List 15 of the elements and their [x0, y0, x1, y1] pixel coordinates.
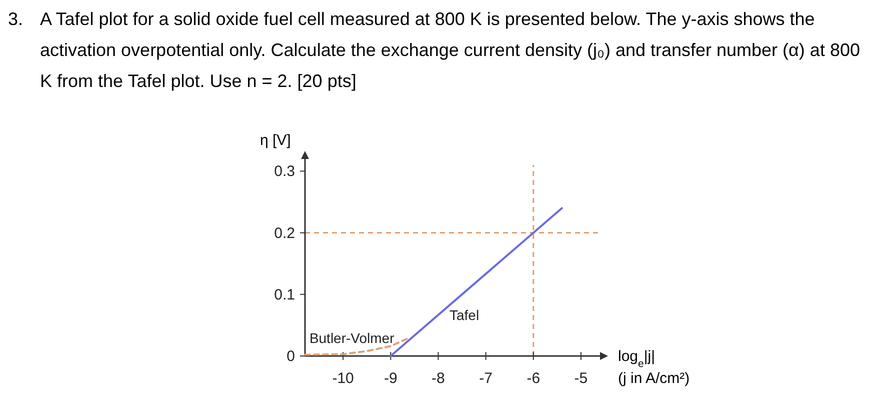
- y-tick-label: 0: [286, 348, 295, 365]
- x-tick-label: -5: [574, 370, 588, 387]
- series-label: Tafel: [450, 307, 480, 324]
- x-tick-label: -8: [432, 370, 445, 387]
- x-tick-label: -6: [526, 370, 540, 387]
- y-tick-label: 0.3: [274, 163, 295, 180]
- x-tick-label: -7: [479, 370, 492, 387]
- y-tick-label: 0.1: [274, 286, 295, 304]
- chart-title: 3. A Tafel plot for a solid oxide fuel cell measured at 800 K is presented below. The y-axis shows the activation overpotential only. Calculate the exchange current density (j₀) and transfer number (α) at 800 K from the Tafel plot. Use n = 2. [20 pts]: [8, 8, 860, 93]
- y-axis-title: η [V]: [260, 132, 291, 149]
- x-tick-label: -10: [332, 370, 354, 387]
- x-tick-label: -9: [384, 370, 398, 387]
- y-tick-label: 0.2: [274, 224, 295, 242]
- series-label: Butler-Volmer: [309, 330, 395, 346]
- x-axis-title: log$_{e}$|j| (j in A/cm²): [618, 348, 690, 387]
